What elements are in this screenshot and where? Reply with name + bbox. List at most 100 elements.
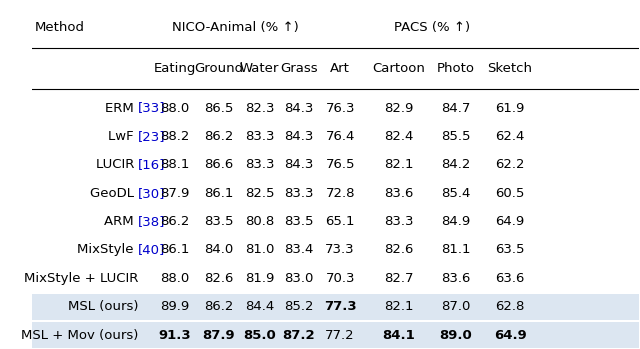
Text: 81.0: 81.0 — [244, 244, 274, 257]
Text: 83.4: 83.4 — [284, 244, 314, 257]
Text: Method: Method — [35, 21, 85, 34]
Text: 82.3: 82.3 — [244, 102, 274, 114]
Text: 86.2: 86.2 — [204, 130, 234, 143]
Text: MixStyle + LUCIR: MixStyle + LUCIR — [24, 272, 138, 285]
Text: 88.0: 88.0 — [160, 102, 189, 114]
Text: 83.6: 83.6 — [384, 187, 413, 200]
Text: 87.9: 87.9 — [160, 187, 189, 200]
Text: ERM: ERM — [105, 102, 138, 114]
Text: 83.3: 83.3 — [284, 187, 314, 200]
Text: 85.5: 85.5 — [441, 130, 470, 143]
Text: 83.3: 83.3 — [384, 215, 413, 228]
Text: 76.4: 76.4 — [326, 130, 355, 143]
Text: 83.5: 83.5 — [204, 215, 234, 228]
Text: 82.1: 82.1 — [384, 158, 413, 171]
Text: GeoDL: GeoDL — [90, 187, 138, 200]
Text: 72.8: 72.8 — [325, 187, 355, 200]
Text: 80.8: 80.8 — [245, 215, 274, 228]
Text: 87.2: 87.2 — [283, 329, 316, 342]
Text: 83.3: 83.3 — [244, 158, 274, 171]
Text: 84.0: 84.0 — [204, 244, 234, 257]
Text: 60.5: 60.5 — [495, 187, 525, 200]
Text: 61.9: 61.9 — [495, 102, 525, 114]
Text: 62.4: 62.4 — [495, 130, 525, 143]
Text: 89.0: 89.0 — [439, 329, 472, 342]
Text: 76.3: 76.3 — [325, 102, 355, 114]
Text: 65.1: 65.1 — [325, 215, 355, 228]
Text: 73.3: 73.3 — [325, 244, 355, 257]
Text: LwF: LwF — [108, 130, 138, 143]
Text: ARM: ARM — [104, 215, 138, 228]
Text: 85.2: 85.2 — [284, 300, 314, 313]
Text: 84.1: 84.1 — [383, 329, 415, 342]
Text: 84.9: 84.9 — [441, 215, 470, 228]
Text: 84.3: 84.3 — [284, 102, 314, 114]
Text: [30]: [30] — [138, 187, 166, 200]
Text: LUCIR: LUCIR — [95, 158, 138, 171]
Text: NICO-Animal (% ↑): NICO-Animal (% ↑) — [172, 21, 299, 34]
Text: 86.1: 86.1 — [204, 187, 234, 200]
Text: 82.7: 82.7 — [384, 272, 413, 285]
Text: [38]: [38] — [138, 215, 166, 228]
FancyBboxPatch shape — [32, 294, 639, 320]
Text: 77.2: 77.2 — [325, 329, 355, 342]
Text: MSL (ours): MSL (ours) — [68, 300, 138, 313]
Text: PACS (% ↑): PACS (% ↑) — [394, 21, 470, 34]
Text: [40]: [40] — [138, 244, 165, 257]
Text: 63.6: 63.6 — [495, 272, 525, 285]
Text: 88.2: 88.2 — [160, 130, 189, 143]
Text: Cartoon: Cartoon — [372, 62, 426, 75]
Text: Photo: Photo — [436, 62, 474, 75]
Text: 84.7: 84.7 — [441, 102, 470, 114]
Text: MixStyle: MixStyle — [77, 244, 138, 257]
Text: 87.9: 87.9 — [202, 329, 235, 342]
Text: Sketch: Sketch — [488, 62, 532, 75]
Text: 70.3: 70.3 — [325, 272, 355, 285]
Text: 77.3: 77.3 — [324, 300, 356, 313]
Text: 63.5: 63.5 — [495, 244, 525, 257]
Text: Ground: Ground — [195, 62, 243, 75]
Text: 86.2: 86.2 — [160, 215, 189, 228]
Text: 86.1: 86.1 — [160, 244, 189, 257]
Text: [16]: [16] — [138, 158, 166, 171]
Text: 86.5: 86.5 — [204, 102, 234, 114]
Text: 85.0: 85.0 — [243, 329, 276, 342]
Text: 82.9: 82.9 — [384, 102, 413, 114]
Text: 87.0: 87.0 — [441, 300, 470, 313]
Text: 81.1: 81.1 — [441, 244, 470, 257]
Text: 88.1: 88.1 — [160, 158, 189, 171]
Text: 91.3: 91.3 — [158, 329, 191, 342]
Text: Water: Water — [240, 62, 279, 75]
Text: Art: Art — [330, 62, 350, 75]
Text: 82.4: 82.4 — [384, 130, 413, 143]
Text: MSL + Mov (ours): MSL + Mov (ours) — [20, 329, 138, 342]
Text: 64.9: 64.9 — [495, 215, 525, 228]
Text: Eating: Eating — [154, 62, 196, 75]
Text: 86.2: 86.2 — [204, 300, 234, 313]
Text: 83.3: 83.3 — [244, 130, 274, 143]
Text: 62.8: 62.8 — [495, 300, 525, 313]
Text: 76.5: 76.5 — [325, 158, 355, 171]
Text: 82.1: 82.1 — [384, 300, 413, 313]
Text: 84.4: 84.4 — [245, 300, 274, 313]
Text: 85.4: 85.4 — [441, 187, 470, 200]
Text: 82.6: 82.6 — [204, 272, 234, 285]
Text: [23]: [23] — [138, 130, 166, 143]
Text: 84.3: 84.3 — [284, 158, 314, 171]
Text: 62.2: 62.2 — [495, 158, 525, 171]
Text: [33]: [33] — [138, 102, 166, 114]
Text: 82.5: 82.5 — [244, 187, 274, 200]
Text: 84.3: 84.3 — [284, 130, 314, 143]
Text: 84.2: 84.2 — [441, 158, 470, 171]
Text: 89.9: 89.9 — [160, 300, 189, 313]
Text: 64.9: 64.9 — [493, 329, 526, 342]
Text: 83.6: 83.6 — [441, 272, 470, 285]
Text: 86.6: 86.6 — [204, 158, 234, 171]
Text: 88.0: 88.0 — [160, 272, 189, 285]
Text: 82.6: 82.6 — [384, 244, 413, 257]
Text: Grass: Grass — [280, 62, 317, 75]
Text: 81.9: 81.9 — [244, 272, 274, 285]
Text: 83.0: 83.0 — [284, 272, 314, 285]
FancyBboxPatch shape — [32, 322, 639, 348]
Text: 83.5: 83.5 — [284, 215, 314, 228]
